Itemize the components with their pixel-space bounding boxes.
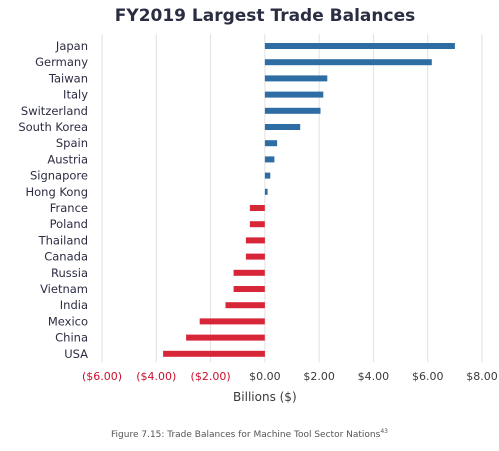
bar-signapore <box>264 172 271 179</box>
bar-thailand <box>245 237 265 244</box>
chart-title: FY2019 Largest Trade Balances <box>114 6 416 26</box>
x-axis-label: Billions ($) <box>233 390 297 404</box>
category-label: Switzerland <box>21 104 88 118</box>
category-label: Germany <box>35 55 88 69</box>
category-label: Canada <box>44 250 88 264</box>
x-tick-label: $4.00 <box>358 370 390 383</box>
category-label: Vietnam <box>40 282 88 296</box>
caption-footnote-marker: 43 <box>380 428 388 435</box>
x-tick-label: $2.00 <box>303 370 335 383</box>
figure-caption: Figure 7.15: Trade Balances for Machine … <box>0 428 499 440</box>
category-label: Signapore <box>30 169 88 183</box>
category-label: USA <box>64 347 88 361</box>
x-tick-label: ($4.00) <box>136 370 176 383</box>
bar-japan <box>264 43 455 49</box>
bar-spain <box>264 140 278 147</box>
bar-italy <box>264 91 324 98</box>
bar-france <box>249 205 265 211</box>
bar-layer <box>163 43 455 357</box>
category-label: Spain <box>56 136 88 150</box>
category-label: Poland <box>50 217 88 231</box>
category-label: Japan <box>55 39 88 53</box>
bar-usa <box>163 350 265 357</box>
bar-germany <box>264 59 432 66</box>
category-label: Russia <box>51 266 88 280</box>
category-label: France <box>50 201 88 215</box>
x-tick-label: $8.00 <box>466 370 498 383</box>
caption-text: Figure 7.15: Trade Balances for Machine … <box>111 430 381 440</box>
category-label: Thailand <box>38 233 88 247</box>
category-label: South Korea <box>18 120 88 134</box>
x-axis-ticks: ($6.00) ($4.00) ($2.00) $0.00 $2.00 $4.00 $6.0… <box>82 370 498 383</box>
bar-india <box>225 302 265 309</box>
category-label: Hong Kong <box>25 185 88 199</box>
category-label: Italy <box>63 88 88 102</box>
bar-south-korea <box>264 124 301 130</box>
bar-russia <box>233 269 265 276</box>
x-tick-label: $6.00 <box>412 370 444 383</box>
bar-switzerland <box>264 107 321 114</box>
bar-vietnam <box>233 286 265 292</box>
bar-taiwan <box>264 75 328 82</box>
bar-austria <box>264 156 275 163</box>
x-tick-label: ($2.00) <box>191 370 231 383</box>
bar-poland <box>249 221 265 228</box>
bar-hong-kong <box>264 188 268 195</box>
category-label: Austria <box>47 152 88 166</box>
category-labels: Japan Germany Taiwan Italy Switzerland South … <box>18 39 88 361</box>
category-label: China <box>55 331 88 345</box>
bar-china <box>186 334 265 341</box>
x-tick-label: $0.00 <box>249 370 281 383</box>
grid-layer <box>101 34 483 362</box>
bar-mexico <box>199 318 265 325</box>
category-label: India <box>60 298 88 312</box>
category-label: Mexico <box>48 314 88 328</box>
category-label: Taiwan <box>48 71 88 85</box>
bar-canada <box>245 253 265 260</box>
x-tick-label: ($6.00) <box>82 370 122 383</box>
